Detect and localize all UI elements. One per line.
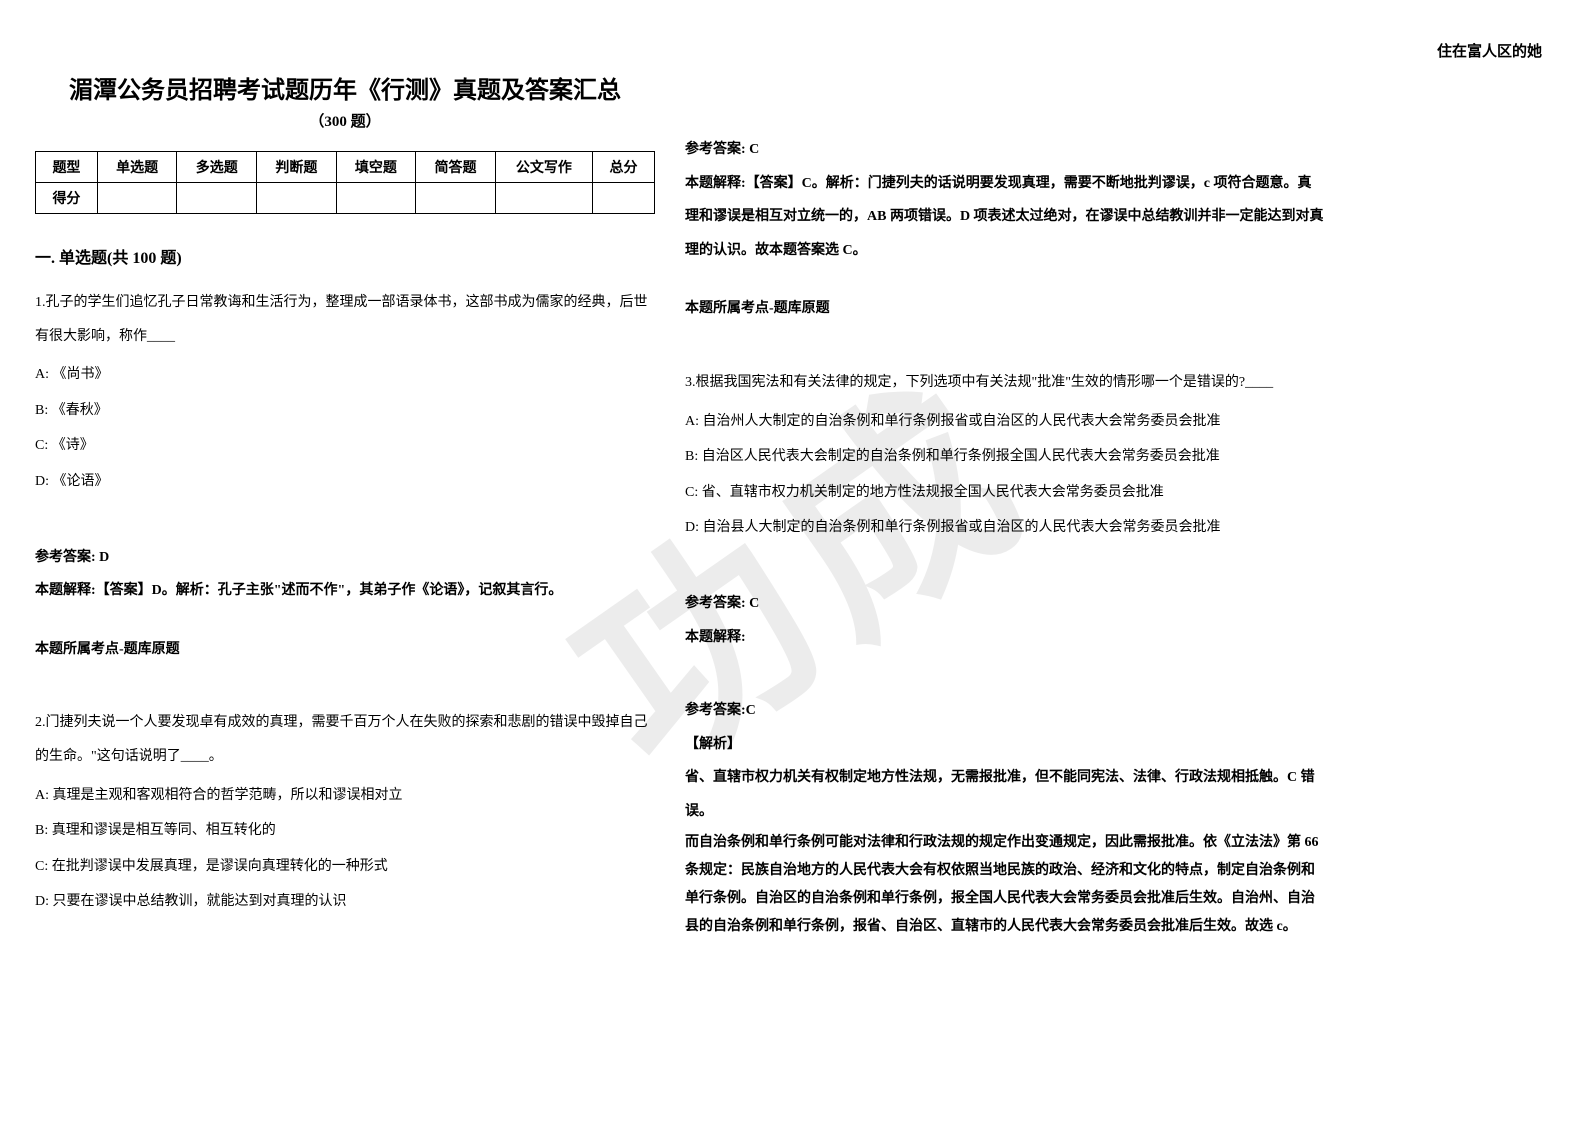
q2-text: 2.门捷列夫说一个人要发现卓有成效的真理，需要千百万个人在失败的探索和悲剧的错误… [35,706,655,773]
page-subtitle: （300 题） [35,110,655,131]
q1-explanation: 本题解释:【答案】D。解析：孔子主张"述而不作"，其弟子作《论语》，记叙其言行。 [35,574,655,608]
q3-analysis-label: 【解析】 [685,728,1325,762]
main-content: 湄潭公务员招聘考试题历年《行测》真题及答案汇总 （300 题） 题型 单选题 多… [35,70,1552,941]
q2-option-a: A: 真理是主观和客观相符合的哲学范畴，所以和谬误相对立 [35,779,655,813]
q2-answer: 参考答案: C [685,133,1325,167]
q3-analysis-text1: 省、直辖市权力机关有权制定地方性法规，无需报批准，但不能同宪法、法律、行政法规相… [685,761,1325,828]
table-header-cell: 单选题 [97,152,177,183]
table-header-cell: 公文写作 [495,152,592,183]
left-column: 湄潭公务员招聘考试题历年《行测》真题及答案汇总 （300 题） 题型 单选题 多… [35,70,655,941]
table-cell [97,183,177,214]
table-cell [495,183,592,214]
table-header-cell: 多选题 [177,152,257,183]
q3-analysis-text2: 而自治条例和单行条例可能对法律和行政法规的规定作出变通规定，因此需报批准。依《立… [685,829,1325,941]
q1-text: 1.孔子的学生们追忆孔子日常教诲和生活行为，整理成一部语录体书，这部书成为儒家的… [35,286,655,353]
table-cell [416,183,496,214]
q3-answer: 参考答案: C [685,587,1325,621]
q3-text: 3.根据我国宪法和有关法律的规定，下列选项中有关法规"批准"生效的情形哪一个是错… [685,366,1325,400]
q2-option-d: D: 只要在谬误中总结教训，就能达到对真理的认识 [35,885,655,919]
q2-topic: 本题所属考点-题库原题 [685,292,1325,326]
table-cell [177,183,257,214]
table-header-cell: 填空题 [336,152,416,183]
table-header-row: 题型 单选题 多选题 判断题 填空题 简答题 公文写作 总分 [36,152,655,183]
score-table: 题型 单选题 多选题 判断题 填空题 简答题 公文写作 总分 得分 [35,151,655,214]
table-cell [257,183,337,214]
table-header-cell: 总分 [593,152,655,183]
q3-option-b: B: 自治区人民代表大会制定的自治条例和单行条例报全国人民代表大会常务委员会批准 [685,440,1325,474]
header-right-text: 住在富人区的她 [1437,40,1542,61]
table-score-row: 得分 [36,183,655,214]
q3-answer2: 参考答案:C [685,694,1325,728]
q2-explanation: 本题解释:【答案】C。解析：门捷列夫的话说明要发现真理，需要不断地批判谬误，c … [685,167,1325,268]
table-header-cell: 简答题 [416,152,496,183]
table-header-cell: 判断题 [257,152,337,183]
q1-option-d: D: 《论语》 [35,465,655,499]
table-cell: 得分 [36,183,98,214]
page-title: 湄潭公务员招聘考试题历年《行测》真题及答案汇总 [35,70,655,105]
table-cell [593,183,655,214]
q2-option-b: B: 真理和谬误是相互等同、相互转化的 [35,814,655,848]
table-cell [336,183,416,214]
q1-option-a: A: 《尚书》 [35,358,655,392]
section-heading: 一. 单选题(共 100 题) [35,244,655,268]
q1-option-c: C: 《诗》 [35,429,655,463]
q1-topic: 本题所属考点-题库原题 [35,633,655,667]
q2-option-c: C: 在批判谬误中发展真理，是谬误向真理转化的一种形式 [35,850,655,884]
q3-explanation-label: 本题解释: [685,621,1325,655]
table-header-cell: 题型 [36,152,98,183]
q3-option-d: D: 自治县人大制定的自治条例和单行条例报省或自治区的人民代表大会常务委员会批准 [685,511,1325,545]
right-column: 参考答案: C 本题解释:【答案】C。解析：门捷列夫的话说明要发现真理，需要不断… [685,70,1325,941]
q3-option-c: C: 省、直辖市权力机关制定的地方性法规报全国人民代表大会常务委员会批准 [685,476,1325,510]
q1-option-b: B: 《春秋》 [35,394,655,428]
q3-option-a: A: 自治州人大制定的自治条例和单行条例报省或自治区的人民代表大会常务委员会批准 [685,405,1325,439]
q1-answer: 参考答案: D [35,541,655,575]
